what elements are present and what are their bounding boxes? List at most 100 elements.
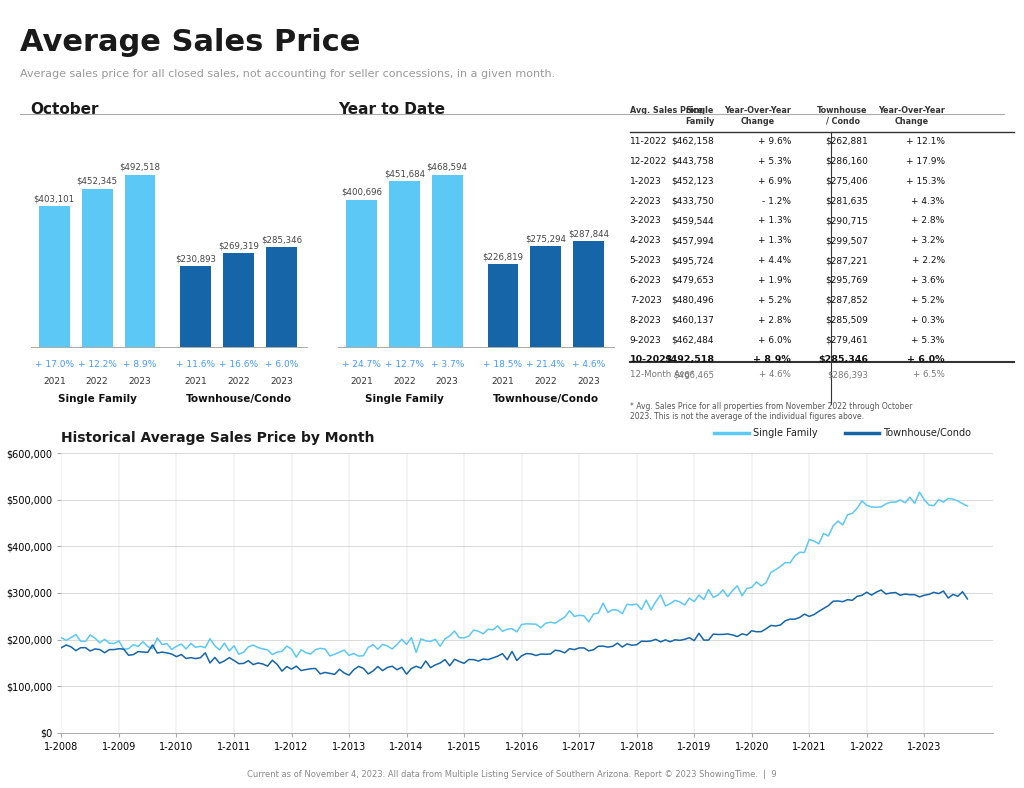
Text: $460,137: $460,137 xyxy=(672,316,715,325)
Text: + 5.3%: + 5.3% xyxy=(758,157,791,165)
Text: $400,696: $400,696 xyxy=(341,188,382,197)
Text: + 6.5%: + 6.5% xyxy=(912,370,944,379)
Text: 2023: 2023 xyxy=(578,377,600,386)
Text: 5-2023: 5-2023 xyxy=(630,256,662,265)
Text: $287,221: $287,221 xyxy=(825,256,867,265)
Text: $286,160: $286,160 xyxy=(825,157,867,165)
Text: $262,881: $262,881 xyxy=(825,137,867,146)
Text: + 3.6%: + 3.6% xyxy=(911,276,944,285)
Text: + 4.4%: + 4.4% xyxy=(758,256,791,265)
Text: 2021: 2021 xyxy=(184,377,207,386)
Text: 2022: 2022 xyxy=(86,377,109,386)
Text: + 18.5%: + 18.5% xyxy=(483,359,522,369)
Text: 2023: 2023 xyxy=(436,377,459,386)
Text: + 8.9%: + 8.9% xyxy=(123,359,157,369)
Text: $269,319: $269,319 xyxy=(218,241,259,251)
Text: $285,509: $285,509 xyxy=(825,316,867,325)
Text: + 3.7%: + 3.7% xyxy=(430,359,464,369)
Text: $287,844: $287,844 xyxy=(568,229,609,239)
Text: $299,507: $299,507 xyxy=(825,236,867,245)
Text: 11-2022: 11-2022 xyxy=(630,137,667,146)
Text: + 2.2%: + 2.2% xyxy=(911,256,944,265)
Text: Single Family: Single Family xyxy=(365,394,443,404)
Text: $443,758: $443,758 xyxy=(672,157,715,165)
Text: 8-2023: 8-2023 xyxy=(630,316,662,325)
Text: + 6.9%: + 6.9% xyxy=(758,177,791,186)
Text: $286,393: $286,393 xyxy=(826,370,867,379)
Text: $285,346: $285,346 xyxy=(261,236,302,244)
Text: - 1.2%: - 1.2% xyxy=(762,196,791,206)
Text: $459,544: $459,544 xyxy=(672,217,715,225)
Text: + 8.9%: + 8.9% xyxy=(754,355,791,364)
Bar xyxy=(389,180,420,348)
Text: + 6.0%: + 6.0% xyxy=(265,359,298,369)
Bar xyxy=(39,206,70,348)
Text: October: October xyxy=(31,102,99,117)
Text: $279,461: $279,461 xyxy=(825,336,867,344)
Text: Townhouse/Condo: Townhouse/Condo xyxy=(883,428,971,438)
Text: $287,852: $287,852 xyxy=(825,296,867,305)
Text: + 2.8%: + 2.8% xyxy=(911,217,944,225)
Text: + 1.3%: + 1.3% xyxy=(758,217,791,225)
Text: + 17.0%: + 17.0% xyxy=(35,359,74,369)
Text: 3-2023: 3-2023 xyxy=(630,217,662,225)
Text: $275,294: $275,294 xyxy=(525,234,566,243)
Text: + 2.8%: + 2.8% xyxy=(758,316,791,325)
Text: + 1.3%: + 1.3% xyxy=(758,236,791,245)
Text: + 9.6%: + 9.6% xyxy=(758,137,791,146)
Text: + 1.9%: + 1.9% xyxy=(758,276,791,285)
Text: $452,123: $452,123 xyxy=(672,177,715,186)
Text: Single
Family: Single Family xyxy=(685,106,715,126)
Text: + 5.2%: + 5.2% xyxy=(911,296,944,305)
Text: 7-2023: 7-2023 xyxy=(630,296,662,305)
Text: 2023: 2023 xyxy=(129,377,152,386)
Text: + 21.4%: + 21.4% xyxy=(526,359,565,369)
Text: $462,158: $462,158 xyxy=(672,137,715,146)
Text: Single Family: Single Family xyxy=(57,394,136,404)
Text: $468,594: $468,594 xyxy=(427,163,468,172)
Text: + 5.3%: + 5.3% xyxy=(911,336,944,344)
Text: 2023: 2023 xyxy=(270,377,293,386)
Text: Townhouse
/ Condo: Townhouse / Condo xyxy=(817,106,867,126)
Text: $403,101: $403,101 xyxy=(34,195,75,203)
Text: $295,769: $295,769 xyxy=(825,276,867,285)
Text: + 12.7%: + 12.7% xyxy=(385,359,424,369)
Text: $226,819: $226,819 xyxy=(482,252,523,261)
Bar xyxy=(432,174,463,348)
Text: + 6.0%: + 6.0% xyxy=(758,336,791,344)
Text: 2021: 2021 xyxy=(350,377,373,386)
Text: + 17.9%: + 17.9% xyxy=(905,157,944,165)
Text: + 11.6%: + 11.6% xyxy=(176,359,215,369)
Text: Townhouse/Condo: Townhouse/Condo xyxy=(493,394,599,404)
Text: 2022: 2022 xyxy=(393,377,416,386)
Text: 2-2023: 2-2023 xyxy=(630,196,662,206)
Text: 12-2022: 12-2022 xyxy=(630,157,667,165)
Text: Townhouse/Condo: Townhouse/Condo xyxy=(185,394,292,404)
Text: Average sales price for all closed sales, not accounting for seller concessions,: Average sales price for all closed sales… xyxy=(20,69,556,80)
Bar xyxy=(223,253,254,348)
Text: 2021: 2021 xyxy=(492,377,514,386)
Text: 2022: 2022 xyxy=(535,377,557,386)
Text: 2021: 2021 xyxy=(43,377,66,386)
Bar xyxy=(125,174,156,348)
Text: $479,653: $479,653 xyxy=(672,276,715,285)
Bar xyxy=(346,199,377,348)
Text: $452,345: $452,345 xyxy=(77,177,118,186)
Bar xyxy=(180,266,211,348)
Text: + 12.1%: + 12.1% xyxy=(905,137,944,146)
Text: $492,518: $492,518 xyxy=(120,163,161,172)
Text: $492,518: $492,518 xyxy=(665,355,715,364)
Text: + 15.3%: + 15.3% xyxy=(905,177,944,186)
Text: * Avg. Sales Price for all properties from November 2022 through October
2023. T: * Avg. Sales Price for all properties fr… xyxy=(630,402,912,421)
Text: 4-2023: 4-2023 xyxy=(630,236,662,245)
Text: + 12.2%: + 12.2% xyxy=(78,359,117,369)
Text: 1-2023: 1-2023 xyxy=(630,177,662,186)
Text: 12-Month Avg*: 12-Month Avg* xyxy=(630,370,694,379)
Text: + 3.2%: + 3.2% xyxy=(911,236,944,245)
Text: $495,724: $495,724 xyxy=(672,256,715,265)
Text: $285,346: $285,346 xyxy=(818,355,867,364)
Text: Average Sales Price: Average Sales Price xyxy=(20,28,360,57)
Text: 10-2023: 10-2023 xyxy=(630,355,673,364)
Text: Avg. Sales Price: Avg. Sales Price xyxy=(630,106,702,115)
Text: $230,893: $230,893 xyxy=(175,255,216,264)
